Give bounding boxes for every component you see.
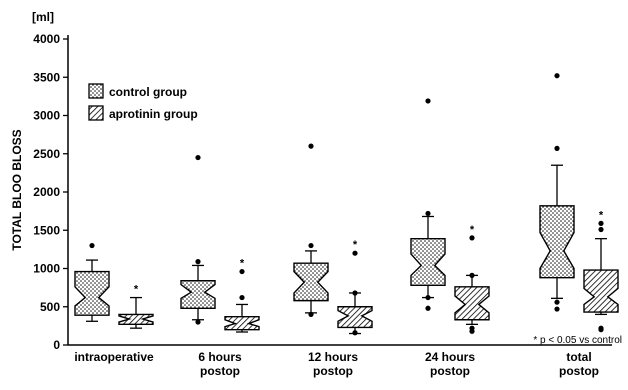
notched-box [583,269,619,313]
y-tick-label: 2000 [33,185,60,199]
significance-marker: * [240,258,245,270]
notched-box [293,262,329,302]
outlier-point [554,73,560,79]
control-box [410,98,446,311]
outlier-point [308,143,314,149]
aprotinin-box: * [583,209,619,333]
y-tick-label: 1500 [33,223,60,237]
control-box [539,73,575,312]
outlier-point [195,154,201,161]
x-category-label: postop [200,364,240,378]
outlier-point [469,272,475,278]
y-tick-label: 500 [40,300,60,314]
y-unit-label: [ml] [32,10,54,24]
axes: 0 500 1000 1500 2000 2500 3000 3500 4000 intraope… [33,32,612,378]
notched-box [180,280,216,309]
legend: control group aprotinin group [88,83,198,121]
aprotinin-box: * [224,258,260,333]
outlier-point [469,328,475,334]
control-box [180,154,216,325]
y-tick-label: 1000 [33,262,60,276]
outlier-point [308,311,314,317]
boxes: * * * * * [74,73,619,336]
notched-box [224,315,260,331]
y-tick-label: 0 [53,338,60,352]
outlier-point [239,294,245,301]
aprotinin-box: * [454,224,490,334]
notched-box [539,205,575,279]
x-category-label: postop [430,364,470,378]
outlier-point [352,290,358,296]
x-category-label: 12 hours [308,350,358,364]
legend-label-aprotinin: aprotinin group [109,107,198,121]
outlier-point [554,145,560,151]
x-category-label: total [566,350,591,364]
outlier-point [598,226,604,233]
y-tick-label: 3000 [33,109,60,123]
outlier-point [425,294,431,301]
legend-label-control: control group [109,85,187,99]
significance-marker: * [353,239,358,251]
significance-note: * p < 0.05 vs control [533,335,622,346]
notched-box [454,286,490,321]
x-category-label: 6 hours [198,350,242,364]
outlier-point [469,235,475,241]
x-category-label: intraoperative [74,350,154,364]
aprotinin-box: * [118,284,154,329]
y-tick-label: 2500 [33,147,60,161]
outlier-point [352,250,358,256]
significance-marker: * [470,224,475,236]
notched-box [337,306,373,329]
legend-swatch-control [88,83,104,99]
x-category-label: postop [559,364,599,378]
outlier-point [554,306,560,312]
notched-box [118,313,154,326]
significance-marker: * [134,284,139,296]
outlier-point [598,220,604,226]
outlier-point [195,319,201,325]
outlier-point [425,98,431,104]
x-category-label: 24 hours [425,350,475,364]
outlier-point [598,327,604,333]
outlier-point [352,330,358,336]
notched-box [410,237,446,287]
outlier-point [425,305,431,311]
control-box [293,143,329,317]
notched-box [74,270,110,316]
outlier-point [554,299,560,305]
y-axis-title: TOTAL BLOO BLOSS [10,129,24,250]
significance-marker: * [599,209,604,221]
outlier-point [195,259,201,265]
outlier-point [308,242,314,249]
aprotinin-box: * [337,239,373,336]
y-tick-label: 3500 [33,70,60,84]
outlier-point [89,242,95,249]
outlier-point [239,268,245,275]
x-category-label: postop [313,364,353,378]
legend-swatch-aprotinin [88,105,104,121]
outlier-point [425,210,431,217]
control-box [74,242,110,322]
y-tick-label: 4000 [33,32,60,46]
